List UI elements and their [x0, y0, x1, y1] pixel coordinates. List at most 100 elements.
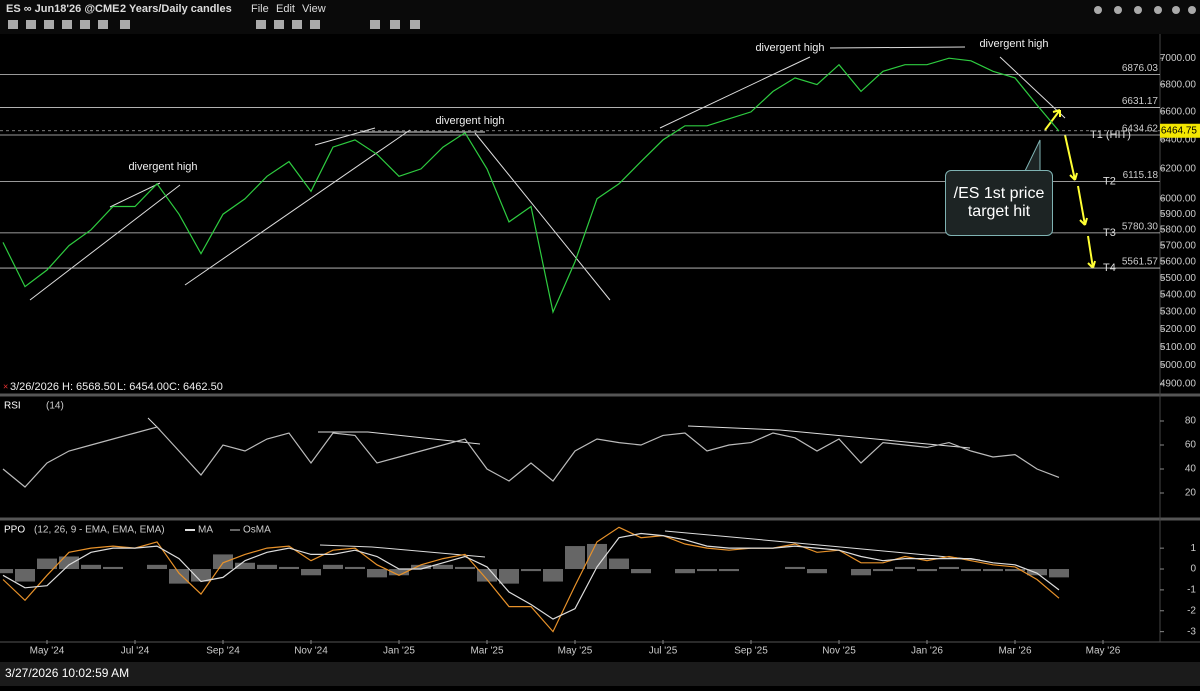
osma-bar	[81, 564, 101, 570]
osma-bar	[103, 566, 123, 570]
y-tick-label: 5500.00	[1160, 273, 1197, 284]
y-tick-label: 6200.00	[1160, 164, 1197, 175]
level-label: 5780.30	[1122, 222, 1159, 233]
y-tick-label: 5100.00	[1160, 342, 1197, 353]
osma-bar	[697, 569, 717, 572]
y-tick-label: 5400.00	[1160, 290, 1197, 301]
osma-bar	[521, 569, 541, 572]
osma-bar	[367, 569, 387, 578]
osma-bar	[785, 566, 805, 570]
target-arrows	[1044, 109, 1096, 269]
osma-bar	[873, 569, 893, 572]
status-time: 3/27/2026 10:02:59 AM	[5, 666, 129, 680]
x-tick-label: Jan '25	[383, 646, 415, 657]
menu[interactable]: View	[302, 3, 326, 15]
osma-bar	[15, 569, 35, 582]
osma-bar	[851, 569, 871, 576]
y-tick-label: 5300.00	[1160, 307, 1197, 318]
osma-bar	[37, 558, 57, 570]
y-tick-label: 80	[1185, 416, 1197, 427]
target-label: T3	[1103, 227, 1116, 239]
osma-bar	[257, 564, 277, 570]
osma-bar	[631, 569, 651, 574]
panel-params: (14)	[46, 401, 64, 412]
osma-bar	[719, 569, 739, 572]
info-value: L: 6454.00	[117, 381, 169, 393]
osma-bar	[433, 564, 453, 570]
last-price-box	[1160, 123, 1200, 138]
y-tick-label: 4900.00	[1160, 378, 1197, 389]
x-tick-label: Sep '24	[206, 646, 240, 657]
osma-bar	[807, 569, 827, 574]
annotation: divergent high	[435, 115, 504, 127]
osma-bar	[59, 556, 79, 570]
y-tick-label: 6600.00	[1160, 107, 1197, 118]
x-tick-label: May '25	[558, 646, 593, 657]
panel-params: (12, 26, 9 - EMA, EMA, EMA)	[34, 525, 165, 536]
osma-bar	[147, 564, 167, 570]
osma-bar	[587, 543, 607, 570]
osma-bar	[1005, 569, 1025, 572]
y-tick-label: 5200.00	[1160, 324, 1197, 335]
level-label: 6434.62	[1122, 124, 1159, 135]
y-tick-label: 1	[1190, 543, 1196, 554]
y-tick-label: -3	[1187, 626, 1196, 637]
y-tick-label: 7000.00	[1160, 53, 1197, 64]
level-label: 6115.18	[1123, 170, 1159, 181]
panel-title: RSI	[4, 401, 21, 412]
y-tick-label: 6400.00	[1160, 135, 1197, 146]
symbol[interactable]: ES ∞ Jun18'26 @CME	[6, 3, 120, 15]
level-label: 5561.57	[1122, 257, 1159, 268]
annotation: divergent high	[755, 42, 824, 54]
level-label: 6876.03	[1122, 63, 1159, 74]
x-tick-label: Mar '26	[998, 646, 1031, 657]
osma-bar	[1027, 569, 1047, 576]
x-tick-label: Sep '25	[734, 646, 768, 657]
y-tick-label: 5800.00	[1160, 224, 1197, 235]
osma-bar	[235, 562, 255, 570]
osma-bar	[543, 569, 563, 582]
osma-bar	[213, 554, 233, 570]
osma-bar	[345, 566, 365, 570]
y-tick-label: 5000.00	[1160, 360, 1197, 371]
callout-pointer	[1024, 139, 1041, 172]
osma-bar	[917, 569, 937, 572]
osma-bar	[301, 569, 321, 576]
osma-bar	[609, 558, 629, 570]
info-value: H: 6568.50	[62, 381, 116, 393]
toolbar-icons[interactable]	[8, 6, 1196, 29]
osma-bar	[389, 569, 409, 576]
annotation: divergent high	[979, 38, 1048, 50]
legend-label: MA	[198, 525, 213, 536]
x-tick-label: May '26	[1086, 646, 1121, 657]
callout: /ES 1st price target hit	[945, 170, 1053, 236]
info-marker: ×	[3, 381, 8, 391]
menu[interactable]: Edit	[276, 3, 295, 15]
info-date: 3/26/2026	[10, 381, 59, 393]
osma-bar	[565, 546, 585, 570]
y-tick-label: 20	[1185, 488, 1197, 499]
timeframe[interactable]: 2 Years/Daily candles	[120, 3, 232, 15]
osma-bar	[895, 566, 915, 570]
indicator-line	[2, 526, 1060, 633]
target-label: T4	[1103, 262, 1116, 274]
toolbar	[0, 0, 1200, 34]
osma-bar	[191, 569, 211, 582]
x-tick-label: Jul '25	[649, 646, 678, 657]
x-tick-label: Nov '24	[294, 646, 328, 657]
osma-bar	[323, 564, 343, 570]
y-tick-label: -2	[1187, 605, 1196, 616]
menu[interactable]: File	[251, 3, 269, 15]
y-tick-label: 5700.00	[1160, 240, 1197, 251]
target-label: T1 (HIT)	[1090, 129, 1131, 141]
trendlines	[29, 46, 1066, 561]
x-tick-label: Mar '25	[470, 646, 503, 657]
annotation: divergent high	[128, 161, 197, 173]
x-tick-label: Jul '24	[121, 646, 150, 657]
osma-bar	[499, 569, 519, 584]
level-label: 6631.17	[1122, 96, 1159, 107]
y-tick-label: 6000.00	[1160, 193, 1197, 204]
x-tick-label: May '24	[30, 646, 65, 657]
